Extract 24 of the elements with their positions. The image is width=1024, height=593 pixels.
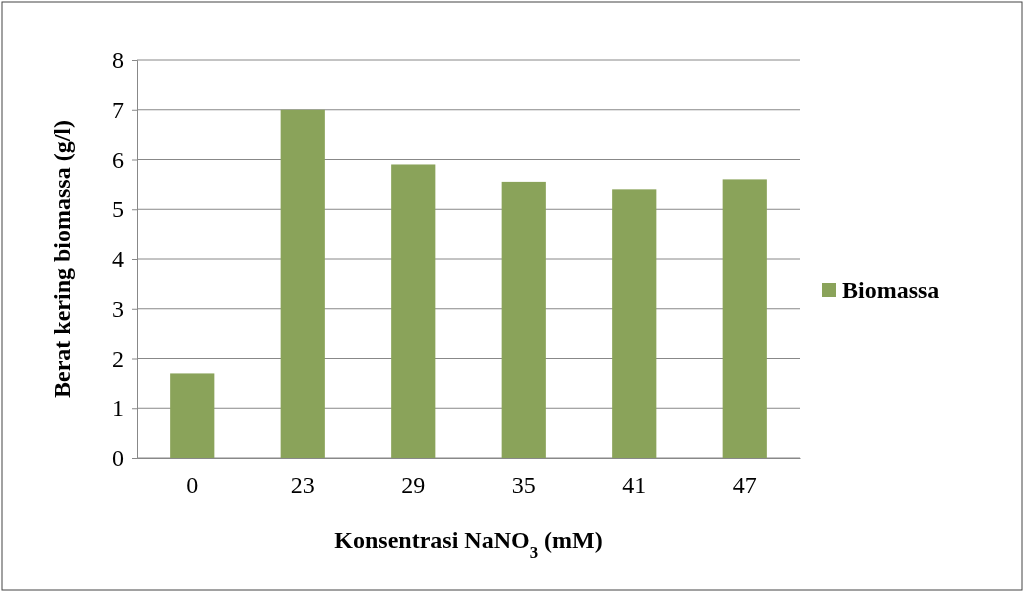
x-tick-label: 0: [186, 472, 199, 499]
bar: [722, 179, 767, 458]
y-tick-label: 2: [112, 345, 124, 372]
bar: [391, 164, 436, 458]
x-tick-label: 35: [511, 472, 536, 499]
y-tick-label: 6: [112, 146, 124, 173]
y-tick-label: 4: [112, 246, 124, 273]
legend-label: Biomassa: [842, 277, 940, 303]
y-tick-label: 5: [112, 196, 124, 223]
bar: [501, 181, 546, 458]
bar: [170, 373, 215, 458]
y-tick-label: 7: [112, 96, 124, 123]
y-tick-label: 3: [112, 295, 124, 322]
bar: [280, 109, 325, 458]
x-tick-label: 29: [401, 472, 426, 499]
bar: [612, 189, 657, 458]
y-tick-label: 8: [112, 47, 124, 74]
y-axis-title: Berat kering biomassa (g/l): [49, 120, 75, 398]
x-tick-label: 41: [622, 472, 647, 499]
y-tick-label: 0: [112, 445, 124, 472]
x-tick-label: 47: [732, 472, 757, 499]
x-tick-label: 23: [290, 472, 315, 499]
y-tick-label: 1: [112, 395, 124, 422]
x-axis-title: Konsentrasi NaNO$_{3}$ (mM): [334, 527, 603, 562]
